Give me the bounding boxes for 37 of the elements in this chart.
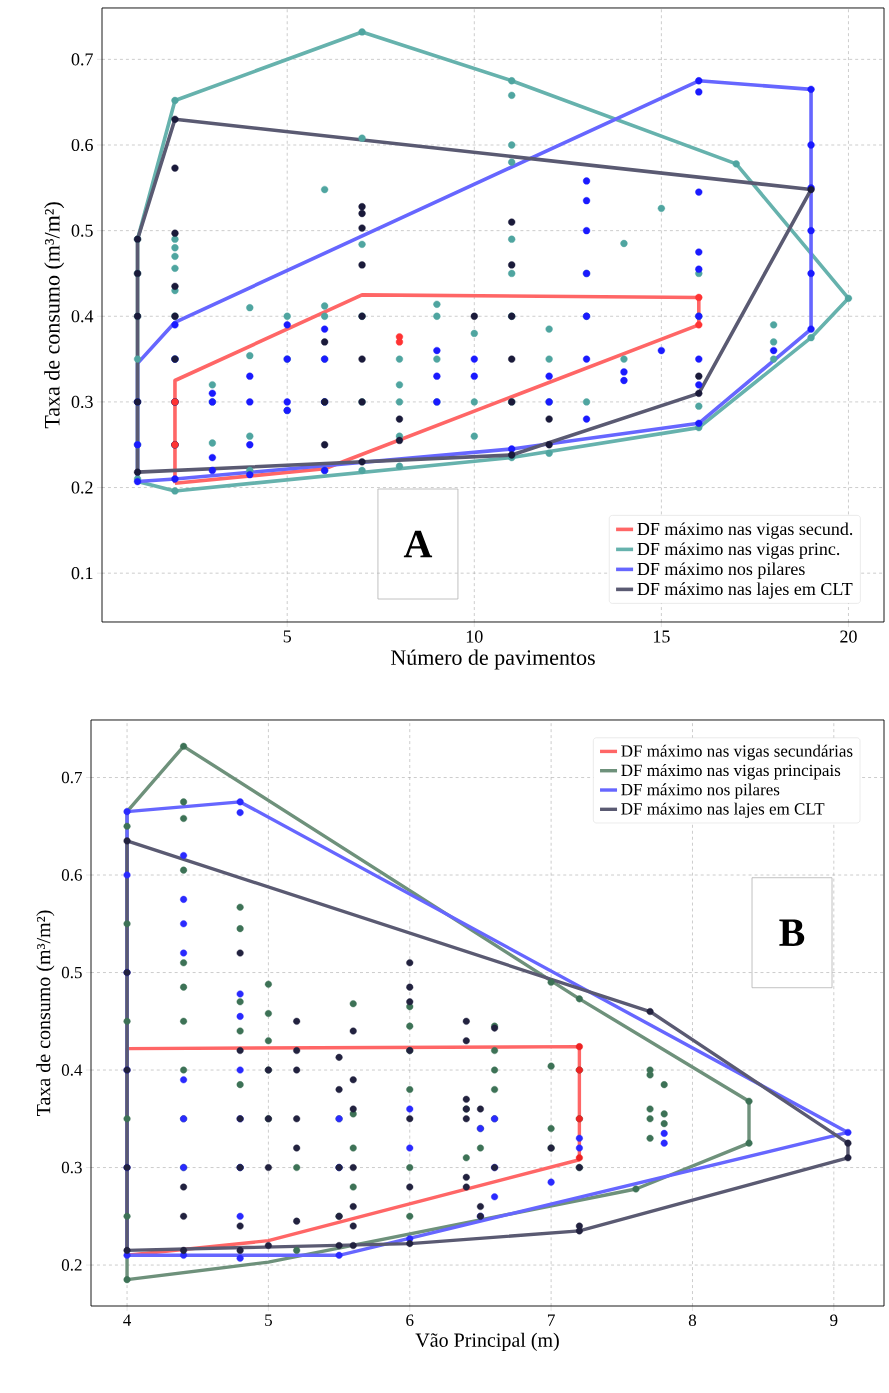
y-tick-label: 0.2 (71, 481, 93, 494)
legend-label: DF máximo nas lajes em CLT (637, 582, 853, 599)
x-tick-label: 4 (123, 1314, 132, 1326)
x-tick-label: 5 (283, 630, 292, 643)
legend-label: DF máximo nas vigas principais (621, 764, 841, 780)
x-tick-label: 8 (688, 1314, 697, 1326)
y-tick-label: 0.5 (71, 224, 93, 237)
y-axis-title: Taxa de consumo (m³/m²) (44, 202, 65, 429)
y-tick-label: 0.2 (61, 1259, 82, 1271)
y-tick-label: 0.7 (61, 771, 82, 784)
y-tick-label: 0.6 (71, 138, 93, 152)
x-tick-label: 7 (547, 1314, 555, 1326)
x-axis-title: Número de pavimentos (391, 649, 595, 670)
x-tick-label: 15 (653, 630, 670, 643)
y-tick-label: 0.6 (61, 869, 82, 881)
y-tick-label: 0.7 (71, 53, 93, 66)
legend-label: DF máximo nas vigas secund. (637, 522, 853, 539)
legend-label: DF máximo nos pilares (637, 562, 805, 579)
x-tick-label: 20 (840, 630, 857, 643)
legend-label: DF máximo nos pilares (621, 783, 780, 799)
x-axis-title: Vão Principal (m) (415, 1332, 559, 1351)
y-tick-label: 0.1 (71, 567, 93, 580)
legend-label: DF máximo nas vigas princ. (637, 542, 840, 559)
y-tick-label: 0.3 (61, 1161, 82, 1174)
x-tick-label: 5 (265, 1314, 272, 1326)
y-tick-label: 0.4 (61, 1064, 83, 1076)
x-tick-label: 6 (406, 1314, 414, 1326)
y-tick-label: 0.3 (71, 395, 93, 409)
x-tick-label: 10 (466, 630, 483, 643)
x-tick-label: 9 (830, 1314, 838, 1326)
annotation: B (779, 919, 805, 946)
y-tick-label: 0.4 (71, 310, 94, 323)
legend-label: DF máximo nas vigas secundárias (621, 744, 853, 761)
legend-label: DF máximo nas lajes em CLT (621, 802, 825, 819)
annotation: A (403, 530, 433, 558)
y-tick-label: 0.5 (61, 966, 82, 979)
y-axis-title: Taxa de consumo (m³/m²) (36, 910, 55, 1116)
